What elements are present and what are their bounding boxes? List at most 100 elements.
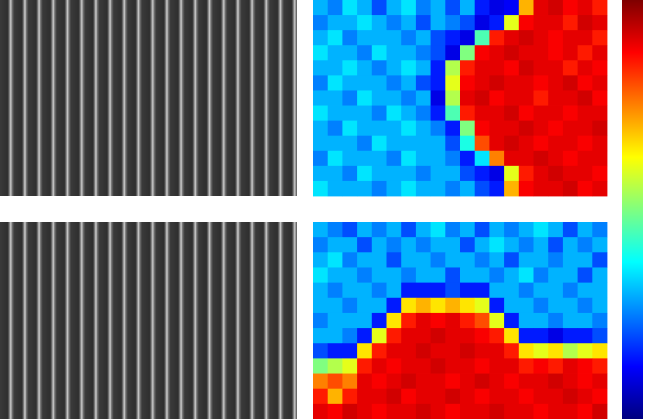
heatmap-cell	[577, 135, 593, 152]
heatmap-cell	[342, 328, 358, 344]
heatmap-cell	[415, 120, 431, 137]
heatmap-cell	[489, 237, 505, 253]
heatmap-cell	[415, 358, 431, 374]
heatmap-cell	[313, 75, 329, 91]
heatmap-cell	[489, 267, 505, 284]
heatmap-cell	[460, 297, 476, 314]
heatmap-cell	[415, 312, 431, 329]
heatmap-cell	[327, 343, 343, 359]
heatmap-cell	[460, 282, 476, 299]
heatmap-cell	[415, 282, 431, 299]
heatmap-cell	[342, 267, 358, 284]
heatmap-cell	[489, 120, 505, 137]
heatmap-cell	[357, 0, 373, 16]
heatmap-cell	[562, 30, 578, 46]
heatmap-cell	[430, 105, 446, 122]
heatmap-cell	[592, 297, 608, 314]
heatmap-cell	[533, 267, 549, 284]
heatmap-cell	[371, 135, 387, 152]
heatmap-cell	[445, 282, 461, 299]
heatmap-cell	[474, 90, 490, 106]
heatmap-cell	[562, 0, 578, 16]
heatmap-cell	[371, 403, 387, 419]
heatmap-cell	[474, 222, 490, 238]
heatmap-cell	[592, 60, 608, 76]
heatmap-cell	[401, 150, 417, 167]
heatmap-cell	[474, 267, 490, 284]
heatmap-cell	[577, 0, 593, 16]
heatmap-cell	[357, 165, 373, 182]
heatmap-cell	[445, 60, 461, 76]
heatmap-cell	[548, 237, 564, 253]
heatmap-cell	[327, 373, 343, 390]
heatmap-cell	[592, 343, 608, 359]
heatmap-cell	[460, 358, 476, 374]
heatmap-cell	[415, 252, 431, 268]
heatmap-cell	[357, 30, 373, 46]
heatmap-cell	[401, 180, 417, 197]
heatmap-cell	[504, 358, 520, 374]
heatmap-cell	[518, 15, 534, 31]
heatmap-cell	[562, 105, 578, 122]
heatmap-cell	[430, 388, 446, 405]
heatmap-cell	[401, 373, 417, 390]
heatmap-cell	[415, 297, 431, 314]
heatmap-cell	[415, 180, 431, 197]
heatmap-cell	[518, 180, 534, 197]
heatmap-cell	[327, 403, 343, 419]
heatmap-cell	[445, 403, 461, 419]
heatmaps	[313, 0, 608, 419]
heatmap-cell	[313, 165, 329, 182]
heatmap-cell	[577, 312, 593, 329]
heatmap-cell	[342, 237, 358, 253]
heatmap-cell	[371, 328, 387, 344]
heatmap-cell	[430, 180, 446, 197]
heatmap-cell	[430, 60, 446, 76]
heatmap-cell	[474, 165, 490, 182]
heatmap-cell	[592, 105, 608, 122]
heatmap-cell	[460, 165, 476, 182]
heatmap-cell	[548, 105, 564, 122]
heatmap-cell	[445, 297, 461, 314]
heatmap-cell	[401, 135, 417, 152]
heatmap-cell	[548, 30, 564, 46]
heatmap-cell	[327, 165, 343, 182]
heatmap-cell	[357, 343, 373, 359]
sem-image-top	[0, 0, 297, 196]
heatmap-cell	[430, 267, 446, 284]
heatmap-cell	[504, 388, 520, 405]
heatmap-cell	[430, 373, 446, 390]
heatmap-cell	[430, 90, 446, 106]
heatmap-cell	[386, 252, 402, 268]
heatmap-cell	[548, 252, 564, 268]
heatmap-cell	[533, 297, 549, 314]
heatmap-cell	[562, 135, 578, 152]
heatmap-cell	[327, 75, 343, 91]
heatmap-cell	[460, 75, 476, 91]
heatmap-cell	[504, 135, 520, 152]
heatmap-cell	[445, 135, 461, 152]
heatmap-cell	[371, 90, 387, 106]
heatmap-cell	[386, 328, 402, 344]
heatmap-cell	[577, 267, 593, 284]
heatmap-cell	[445, 373, 461, 390]
heatmap-cell	[562, 282, 578, 299]
heatmap-cell	[460, 237, 476, 253]
heatmap-cell	[504, 312, 520, 329]
heatmap-cell	[548, 343, 564, 359]
heatmap-cell	[548, 15, 564, 31]
heatmap-cell	[518, 222, 534, 238]
heatmap-cell	[533, 312, 549, 329]
heatmap-cell	[415, 0, 431, 16]
heatmap-cell	[445, 120, 461, 137]
heatmap-cell	[504, 15, 520, 31]
heatmap-cell	[342, 282, 358, 299]
heatmap-cell	[577, 90, 593, 106]
heatmap-cell	[386, 222, 402, 238]
heatmap-cell	[386, 403, 402, 419]
heatmap-cell	[357, 222, 373, 238]
heatmap-cell	[533, 222, 549, 238]
heatmap-cell	[445, 150, 461, 167]
heatmap-cell	[357, 180, 373, 197]
heatmap-cell	[489, 0, 505, 16]
